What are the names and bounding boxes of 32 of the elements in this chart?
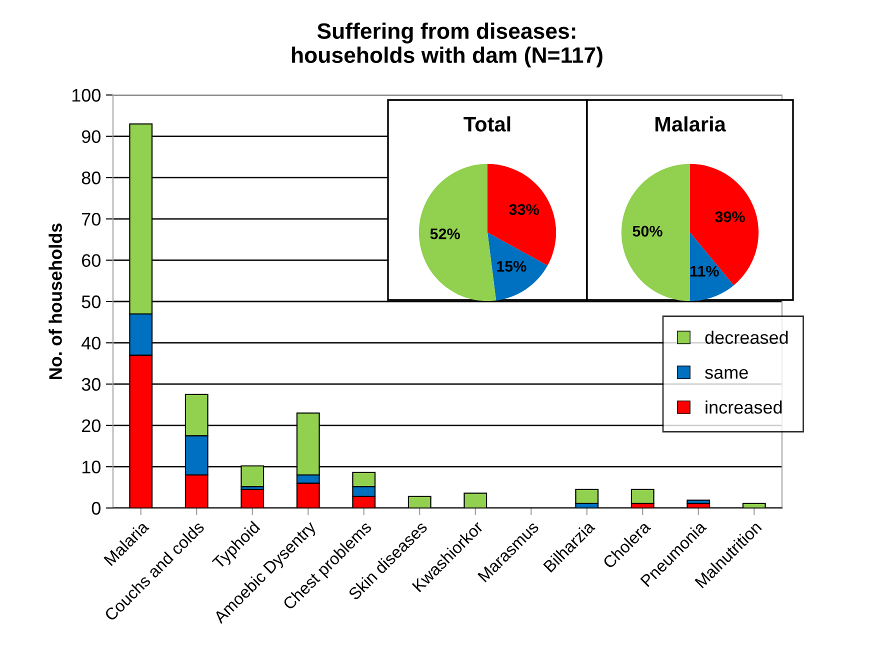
bar bbox=[575, 488, 599, 504]
data-label: 50% bbox=[632, 226, 662, 237]
y-tick-label: 80 bbox=[82, 172, 100, 184]
data-label: 52% bbox=[430, 228, 460, 240]
pie-slice bbox=[418, 164, 496, 302]
data-label: 33% bbox=[509, 204, 539, 215]
y-tick-label: 30 bbox=[82, 378, 100, 391]
pie-slice bbox=[621, 164, 690, 302]
legend-label: same bbox=[705, 368, 748, 379]
y-tick-label: 40 bbox=[82, 336, 100, 350]
data-label: 39% bbox=[715, 211, 745, 222]
pie-slice bbox=[488, 232, 548, 301]
y-tick-label: 90 bbox=[82, 130, 100, 144]
legend-label: decreased bbox=[705, 330, 788, 344]
y-axis-title: No. of households bbox=[48, 223, 62, 380]
data-label: 15% bbox=[497, 260, 526, 272]
bar bbox=[686, 500, 710, 504]
data-label: 11% bbox=[690, 266, 719, 277]
chart-title: Suffering from diseases: households with dam (N=117) bbox=[292, 22, 602, 68]
y-tick-label: 70 bbox=[82, 212, 100, 226]
legend-label: increased bbox=[706, 400, 782, 414]
y-tick-label: 100 bbox=[72, 88, 100, 102]
pie-slice bbox=[690, 232, 734, 302]
bar bbox=[630, 488, 654, 504]
pie-slice bbox=[690, 164, 759, 286]
chart-title: Total bbox=[464, 116, 510, 132]
y-tick-label: 0 bbox=[92, 502, 100, 515]
y-tick-label: 50 bbox=[82, 295, 100, 308]
y-tick-label: 20 bbox=[82, 419, 100, 432]
y-tick-label: 10 bbox=[82, 460, 100, 474]
y-tick-label: 60 bbox=[82, 254, 100, 267]
chart-title: Malaria bbox=[655, 116, 726, 132]
